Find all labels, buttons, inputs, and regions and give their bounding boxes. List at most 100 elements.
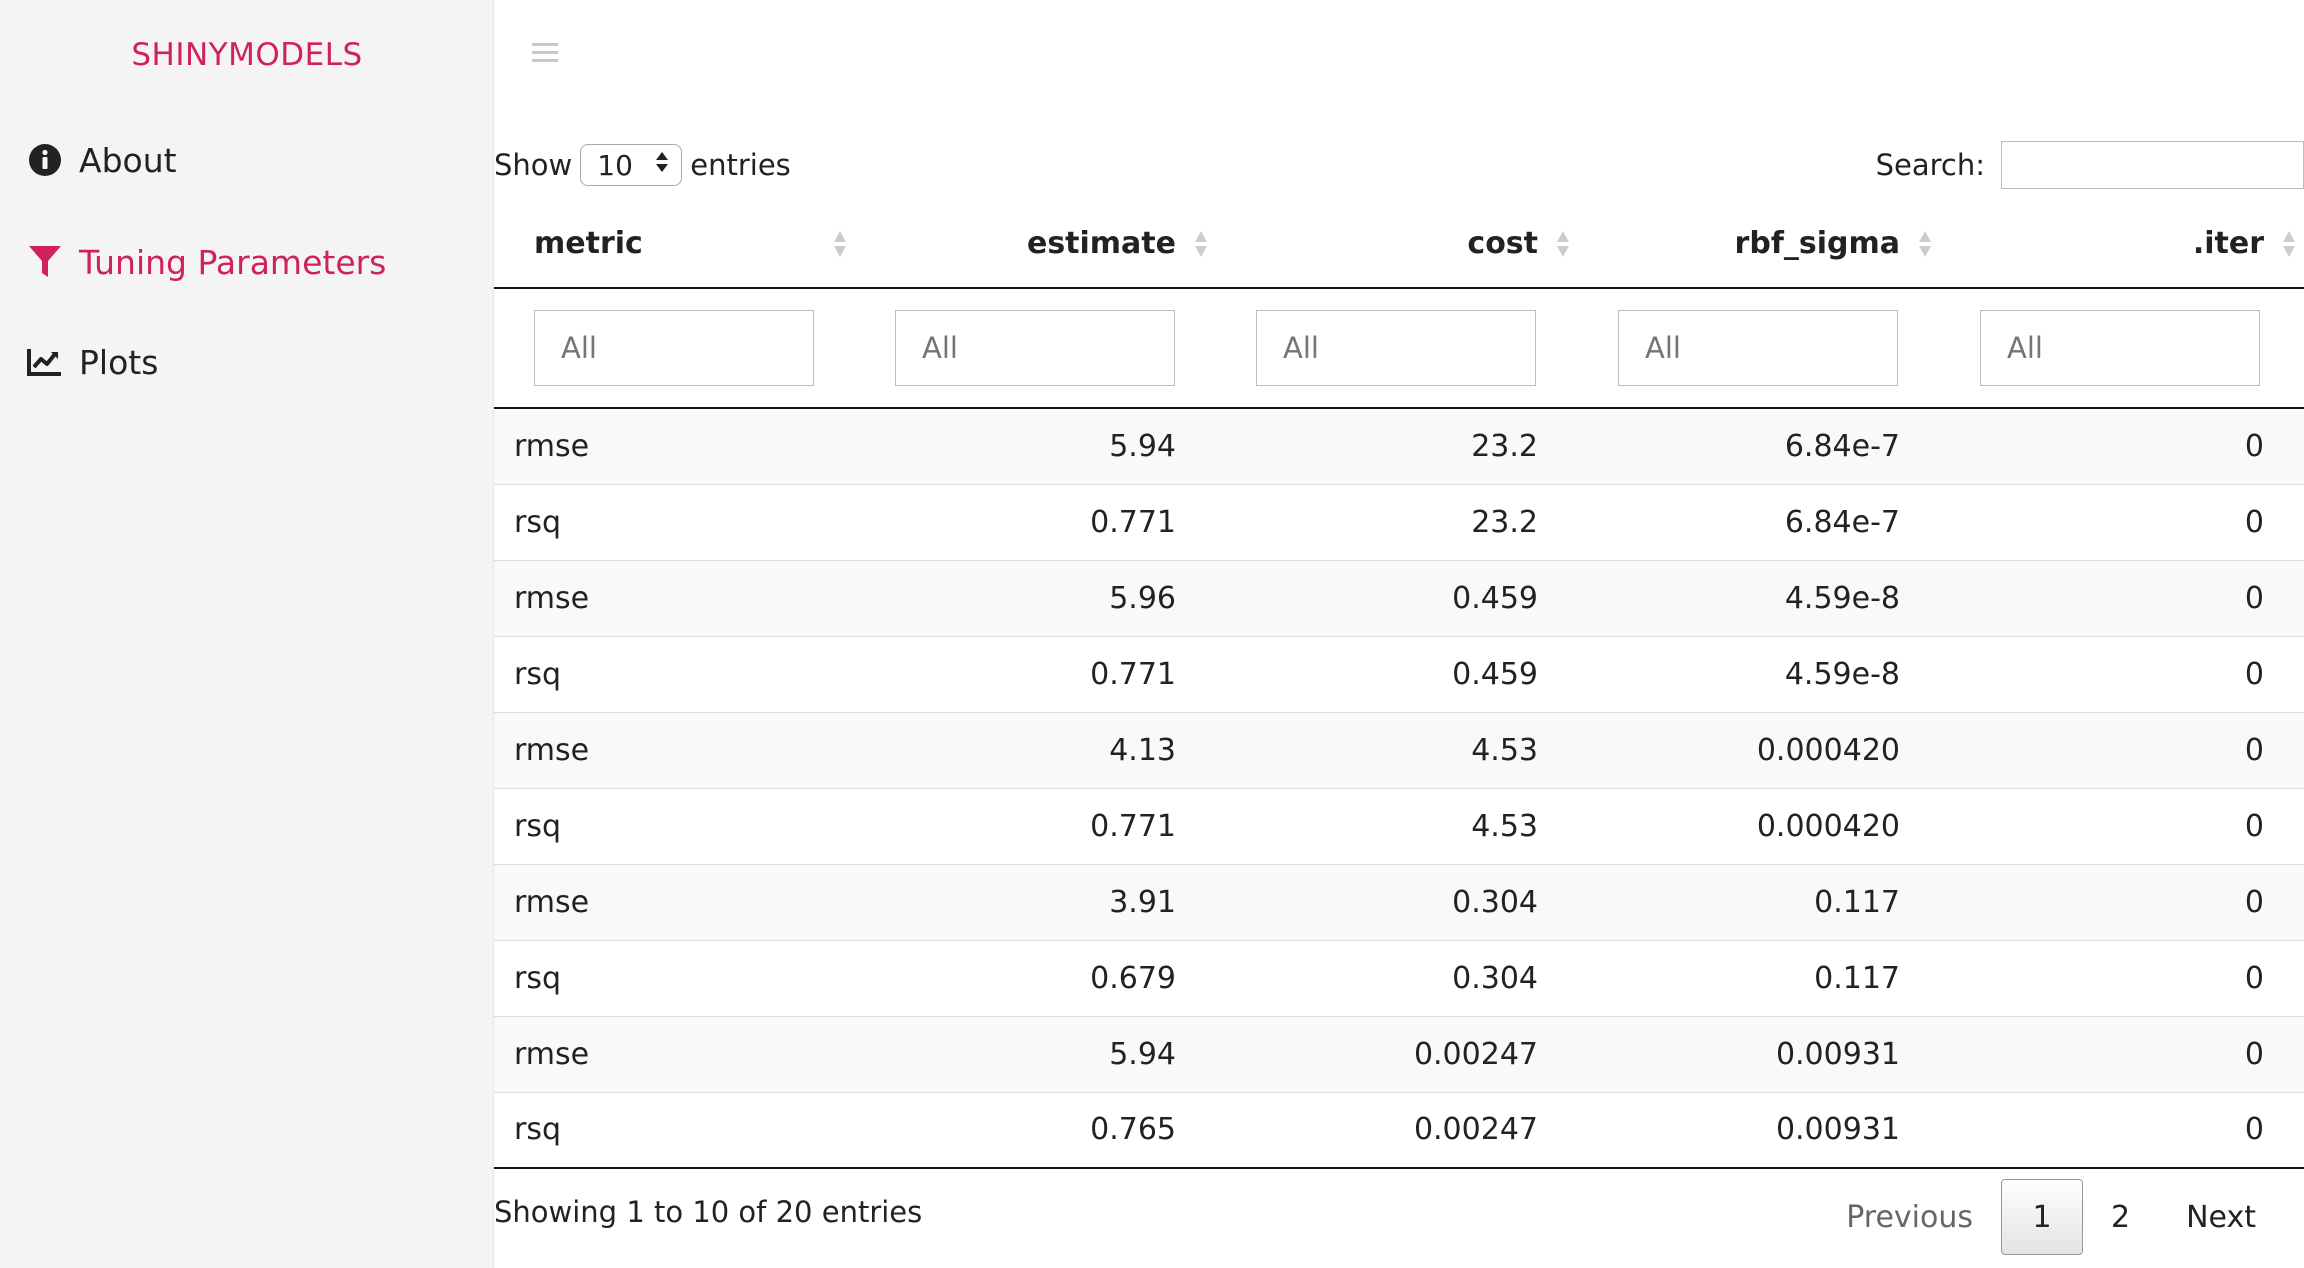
column-header-metric[interactable]: metric bbox=[494, 200, 855, 289]
sort-icon bbox=[834, 230, 846, 257]
filter-input-rbf-sigma[interactable] bbox=[1618, 310, 1898, 386]
sort-icon bbox=[2283, 230, 2295, 257]
sidebar-item-label: About bbox=[79, 140, 177, 180]
select-arrows-icon bbox=[655, 149, 669, 182]
table-row[interactable]: rsq 0.679 0.304 0.117 0 bbox=[494, 940, 2304, 1017]
table-row[interactable]: rmse 5.94 23.2 6.84e-7 0 bbox=[494, 408, 2304, 485]
table-cell: 0 bbox=[1940, 560, 2304, 637]
sidebar-item-label: Plots bbox=[79, 342, 159, 382]
table-cell: 0.00247 bbox=[1216, 1092, 1578, 1169]
table-cell: rsq bbox=[494, 484, 855, 561]
table-cell: 4.53 bbox=[1216, 712, 1578, 789]
table-cell: 0.00931 bbox=[1578, 1092, 1940, 1169]
sidebar-item-tuning-parameters[interactable]: Tuning Parameters bbox=[0, 227, 494, 297]
table-cell: 0 bbox=[1940, 1092, 2304, 1169]
table-cell: 0.00931 bbox=[1578, 1016, 1940, 1093]
table-cell: 0.459 bbox=[1216, 560, 1578, 637]
table-info: Showing 1 to 10 of 20 entries bbox=[494, 1195, 923, 1229]
table-cell: 0.000420 bbox=[1578, 712, 1940, 789]
table-row[interactable]: rsq 0.771 0.459 4.59e-8 0 bbox=[494, 636, 2304, 713]
table-cell: 0.459 bbox=[1216, 636, 1578, 713]
filter-icon bbox=[26, 243, 64, 281]
sort-icon bbox=[1195, 230, 1207, 257]
top-navbar bbox=[494, 0, 2304, 110]
page-length-value: 10 bbox=[597, 148, 633, 182]
main-content: Show 10 entries Search: bbox=[494, 0, 2304, 1268]
search-input[interactable] bbox=[2001, 141, 2304, 189]
table-cell: 0 bbox=[1940, 788, 2304, 865]
table-cell: 5.96 bbox=[855, 560, 1216, 637]
table-row[interactable]: rmse 4.13 4.53 0.000420 0 bbox=[494, 712, 2304, 789]
pagination: Previous 1 2 Next bbox=[1818, 1178, 2284, 1256]
table-cell: rmse bbox=[494, 560, 855, 637]
table-body: rmse 5.94 23.2 6.84e-7 0 rsq 0.771 23.2 6.84e-7 0… bbox=[494, 408, 2304, 1169]
hamburger-menu-icon[interactable] bbox=[530, 38, 562, 70]
table-cell: 0.000420 bbox=[1578, 788, 1940, 865]
table-cell: 0 bbox=[1940, 864, 2304, 941]
column-header-iter[interactable]: .iter bbox=[1940, 200, 2304, 289]
page-button-1[interactable]: 1 bbox=[2001, 1179, 2084, 1255]
table-cell: 0.765 bbox=[855, 1092, 1216, 1169]
table-cell: 0.304 bbox=[1216, 940, 1578, 1017]
table-cell: 0 bbox=[1940, 712, 2304, 789]
sidebar-item-plots[interactable]: Plots bbox=[0, 327, 494, 397]
table-cell: rsq bbox=[494, 636, 855, 713]
table-cell: 0 bbox=[1940, 484, 2304, 561]
line-chart-icon bbox=[26, 343, 64, 381]
table-row[interactable]: rsq 0.771 4.53 0.000420 0 bbox=[494, 788, 2304, 865]
table-row[interactable]: rsq 0.765 0.00247 0.00931 0 bbox=[494, 1092, 2304, 1169]
page-button-2[interactable]: 2 bbox=[2111, 1199, 2131, 1235]
table-row[interactable]: rmse 5.94 0.00247 0.00931 0 bbox=[494, 1016, 2304, 1093]
sort-icon bbox=[1557, 230, 1569, 257]
table-cell: 0.771 bbox=[855, 484, 1216, 561]
table-cell: 4.53 bbox=[1216, 788, 1578, 865]
entries-label: entries bbox=[690, 148, 791, 182]
sidebar: SHINYMODELS About Tuning Parameters bbox=[0, 0, 494, 1268]
table-cell: 6.84e-7 bbox=[1578, 408, 1940, 485]
table-cell: 0 bbox=[1940, 1016, 2304, 1093]
table-cell: 0.771 bbox=[855, 636, 1216, 713]
column-header-estimate[interactable]: estimate bbox=[855, 200, 1216, 289]
table-cell: 0.771 bbox=[855, 788, 1216, 865]
table-cell: rmse bbox=[494, 864, 855, 941]
table-cell: rsq bbox=[494, 788, 855, 865]
filter-input-metric[interactable] bbox=[534, 310, 814, 386]
table-cell: 4.13 bbox=[855, 712, 1216, 789]
page-length-select[interactable]: 10 bbox=[580, 144, 683, 186]
table-cell: rmse bbox=[494, 712, 855, 789]
table-cell: rmse bbox=[494, 1016, 855, 1093]
column-header-rbf-sigma[interactable]: rbf_sigma bbox=[1578, 200, 1940, 289]
brand-logo[interactable]: SHINYMODELS bbox=[131, 37, 363, 73]
filter-input-cost[interactable] bbox=[1256, 310, 1536, 386]
sidebar-item-label: Tuning Parameters bbox=[79, 242, 387, 282]
column-header-cost[interactable]: cost bbox=[1216, 200, 1578, 289]
table-row[interactable]: rmse 5.96 0.459 4.59e-8 0 bbox=[494, 560, 2304, 637]
table-cell: 0.117 bbox=[1578, 864, 1940, 941]
previous-page-button[interactable]: Previous bbox=[1846, 1199, 1974, 1235]
sort-icon bbox=[1919, 230, 1931, 257]
table-cell: 5.94 bbox=[855, 408, 1216, 485]
page-length-control: Show 10 entries bbox=[494, 140, 791, 190]
filter-input-estimate[interactable] bbox=[895, 310, 1175, 386]
filter-input-iter[interactable] bbox=[1980, 310, 2260, 386]
table-cell: rsq bbox=[494, 1092, 855, 1169]
table-cell: 23.2 bbox=[1216, 484, 1578, 561]
next-page-button[interactable]: Next bbox=[2186, 1199, 2256, 1235]
table-cell: 0.679 bbox=[855, 940, 1216, 1017]
table-search: Search: bbox=[1876, 140, 2304, 190]
table-cell: 0.304 bbox=[1216, 864, 1578, 941]
table-cell: 6.84e-7 bbox=[1578, 484, 1940, 561]
info-circle-icon bbox=[26, 141, 64, 179]
table-cell: 0.00247 bbox=[1216, 1016, 1578, 1093]
table-cell: 4.59e-8 bbox=[1578, 560, 1940, 637]
table-cell: rsq bbox=[494, 940, 855, 1017]
table-row[interactable]: rmse 3.91 0.304 0.117 0 bbox=[494, 864, 2304, 941]
table-cell: 0 bbox=[1940, 940, 2304, 1017]
table-cell: 5.94 bbox=[855, 1016, 1216, 1093]
table-cell: 4.59e-8 bbox=[1578, 636, 1940, 713]
sidebar-item-about[interactable]: About bbox=[0, 125, 494, 195]
table-cell: 0 bbox=[1940, 408, 2304, 485]
show-label: Show bbox=[494, 148, 573, 182]
table-row[interactable]: rsq 0.771 23.2 6.84e-7 0 bbox=[494, 484, 2304, 561]
